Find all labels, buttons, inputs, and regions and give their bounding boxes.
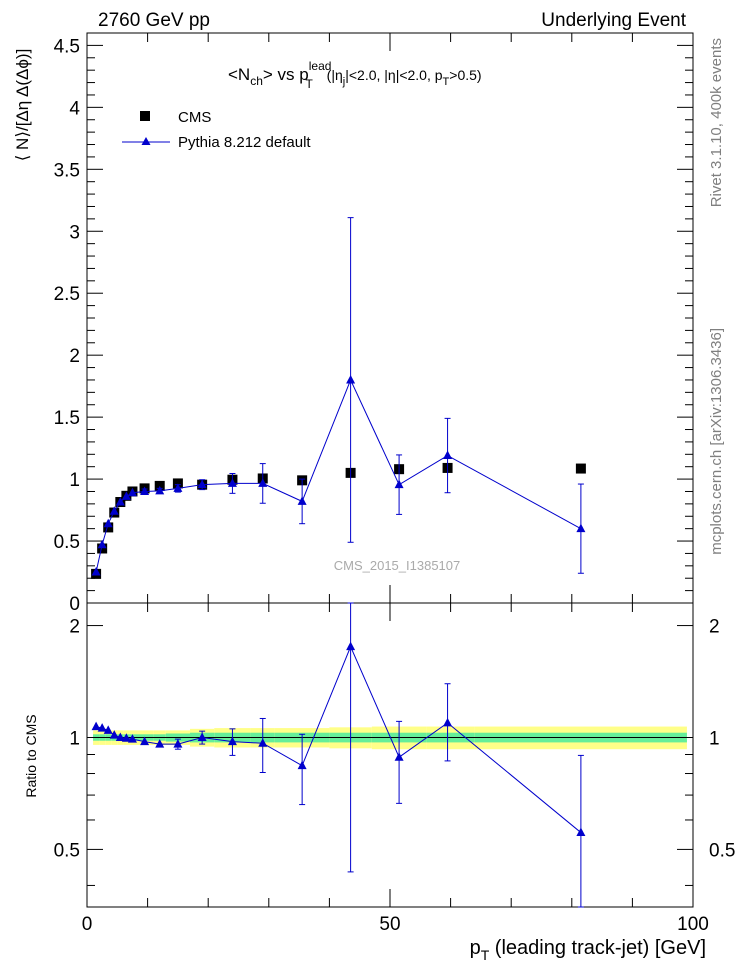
pythia-point [443,450,453,460]
main-panel: 0 0.5 1 1.5 2 2.5 3 3.5 4 4.5 <Nch> vs plead T (|η… [13,32,694,615]
pythia-point [91,567,101,576]
main-y-tick-label: 2.5 [54,284,80,305]
ratio-pythia-point [443,717,453,727]
legend-pythia-label: Pythia 8.212 default [178,134,311,151]
pythia-point [258,478,268,487]
rivet-label: Rivet 3.1.10, 400k events [708,38,725,207]
pythia-point [103,518,113,528]
main-x-ticks [86,33,694,603]
pythia-line [95,378,582,573]
ratio-y-tick-label: 2 [69,617,80,638]
ratio-y-axis: 0.5 0.5 1 1 2 2 [54,617,735,886]
pythia-point [227,478,237,487]
main-y-label: ⟨ N⟩/[Δη Δ(Δϕ)] [13,49,32,162]
main-y-tick-label: 1.5 [54,408,80,429]
pythia-point [155,485,165,495]
ratio-panel: 0.5 0.5 1 1 2 2 0 50 100 Ratio to CMS pT (leadi… [23,602,735,963]
ratio-pythia-point [115,732,125,741]
legend: CMS Pythia 8.212 default [122,109,311,151]
main-y-tick-label: 0 [69,594,80,615]
pythia-point [197,479,207,489]
ratio-pythia-point [127,734,137,743]
pythia-point [140,486,150,495]
ratio-pythia-point [258,738,268,747]
x-tick-label: 0 [82,914,93,935]
ratio-pythia-point [91,721,101,731]
main-y-tick-label: 2 [69,346,80,367]
x-tick-label: 50 [379,914,400,935]
x-axis-label: pT (leading track-jet) [GeV] [470,937,706,963]
ratio-pythia-point [297,760,307,770]
pythia-point [346,374,356,384]
pythia-point [127,487,137,497]
ratio-x-axis: 0 50 100 [82,603,709,935]
pythia-point [173,483,183,492]
main-y-axis: 0 0.5 1 1.5 2 2.5 3 3.5 4 4.5 [54,32,693,615]
main-y-tick-label: 3.5 [54,160,80,181]
ratio-data [91,602,586,908]
main-y-tick-label: 1 [69,470,80,491]
mcplots-label: mcplots.cern.ch [arXiv:1306.3436] [708,328,725,555]
ratio-pythia-point [173,739,183,748]
ratio-pythia-point [121,733,131,742]
ratio-y-label: Ratio to CMS [23,714,39,797]
legend-cms-label: CMS [178,109,211,126]
main-data [91,217,586,579]
main-y-tick-label: 3 [69,222,80,243]
ratio-y-tick-label-right: 1 [709,728,720,749]
pythia-point [297,496,307,505]
header-left: 2760 GeV pp [98,10,210,31]
main-y-tick-label: 4.5 [54,36,80,57]
ratio-y-tick-label: 0.5 [54,840,80,861]
pythia-point [394,479,404,489]
ratio-pythia-point [97,723,107,732]
ratio-pythia-point [576,827,586,837]
pythia-point [115,497,125,506]
pythia-point [109,506,119,515]
ratio-y-tick-label-right: 2 [709,617,720,638]
pythia-point [121,491,131,500]
cms-point [575,463,586,474]
ratio-pythia-point [227,736,237,746]
x-tick-label: 100 [677,914,709,935]
ratio-pythia-point [155,739,165,748]
legend-cms-marker [140,111,150,121]
ratio-y-tick-label: 1 [69,728,80,749]
legend-pythia-marker [141,137,151,145]
ratio-pythia-point [109,730,119,739]
ratio-pythia-point [103,725,113,734]
header-right: Underlying Event [541,10,686,31]
pythia-point [97,539,107,549]
main-y-tick-label: 0.5 [54,532,80,553]
ratio-pythia-point [346,641,356,651]
ratio-pythia-point [197,732,207,741]
watermark: CMS_2015_I1385107 [334,558,461,573]
cms-point [103,522,114,533]
ratio-y-tick-label-right: 0.5 [709,840,735,861]
ratio-frame [86,602,694,908]
pythia-point [576,523,586,533]
main-title: <Nch> vs plead T (|ηj|<2.0, |η|<2.0, pT>0… [228,59,482,91]
main-y-tick-label: 4 [69,98,80,119]
ratio-pythia-point [140,736,150,746]
ratio-pythia-point [394,752,404,761]
cms-point [97,543,108,554]
